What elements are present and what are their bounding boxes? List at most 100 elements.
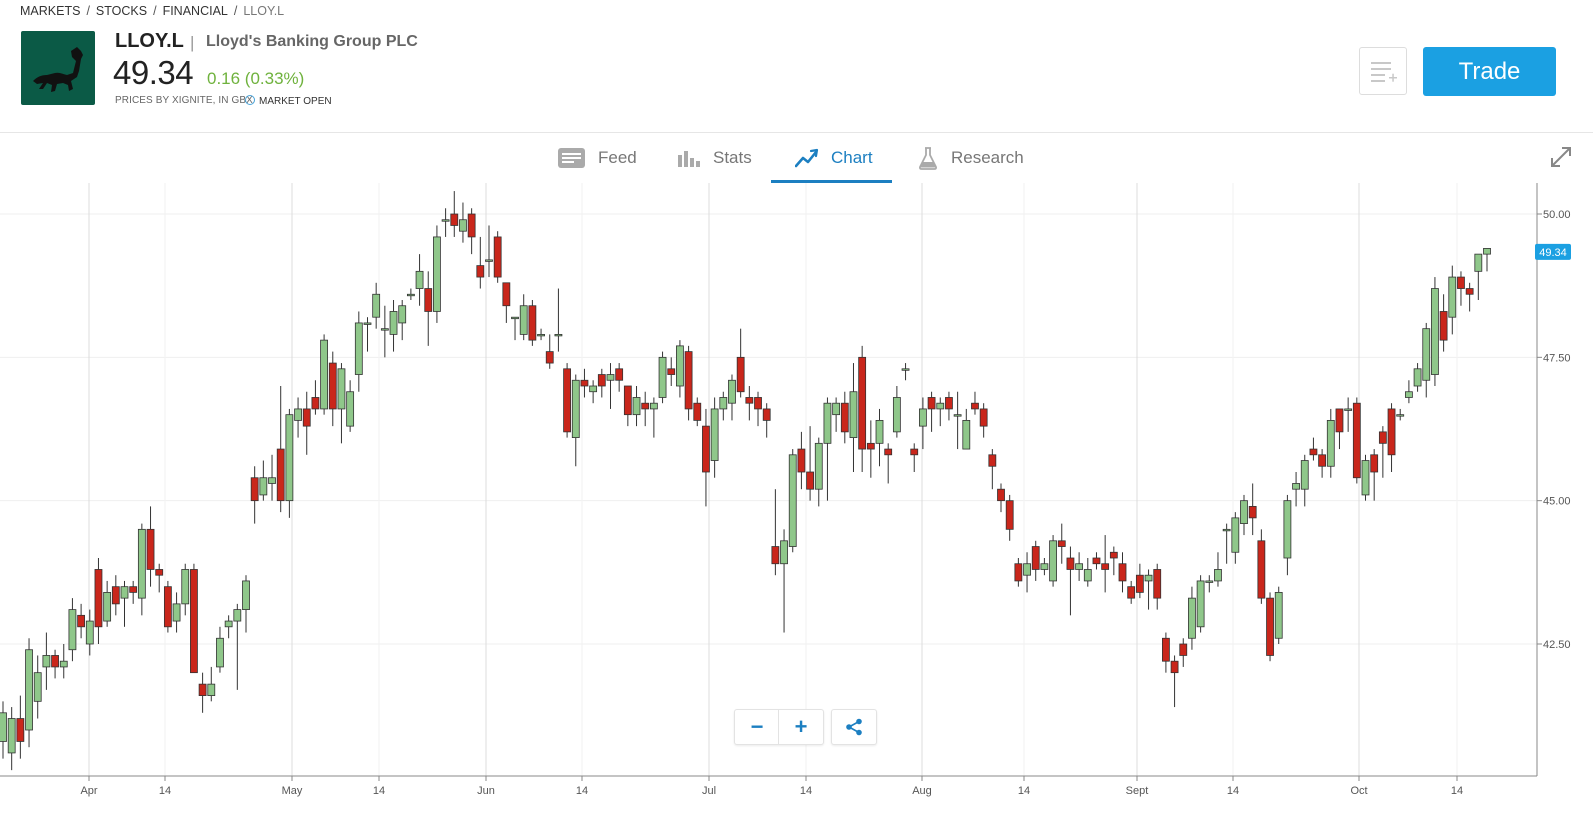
candle-body: [519, 305, 528, 335]
x-tick-label: Oct: [1350, 785, 1367, 797]
breadcrumb-markets[interactable]: MARKETS: [20, 4, 81, 18]
candle-body: [224, 620, 233, 628]
candle-body: [545, 351, 554, 364]
candle-body: [589, 385, 598, 393]
candle-body: [979, 408, 988, 427]
candle-body: [1257, 540, 1266, 599]
fullscreen-button[interactable]: [1549, 145, 1573, 174]
candle-body: [242, 580, 250, 610]
candle-body: [363, 322, 372, 325]
candle-body: [1431, 288, 1439, 375]
candle-body: [354, 322, 363, 375]
candle-body: [1214, 569, 1222, 582]
zoom-out-button[interactable]: −: [735, 710, 779, 744]
candle-body: [606, 374, 615, 381]
candle-body: [398, 305, 407, 324]
candle-body: [1457, 276, 1465, 289]
candle-body: [181, 569, 190, 605]
header-divider: [0, 132, 1593, 133]
breadcrumb-current: LLOY.L: [243, 4, 285, 18]
y-tick-label: 47.50: [1543, 352, 1571, 364]
candle-body: [1387, 408, 1396, 456]
candle-body: [129, 586, 138, 593]
candlestick-chart[interactable]: 50.00 47.50 45.00 42.50 Apr 14 May 14 Jun 14 Jul 14…: [0, 183, 1593, 813]
market-status: MARKET OPEN: [245, 95, 332, 107]
tab-research-label: Research: [951, 148, 1024, 167]
candle-body: [1422, 328, 1431, 381]
candle-body: [667, 368, 676, 375]
candle-body: [658, 356, 667, 398]
candle-body: [1378, 431, 1387, 444]
candle-body: [884, 448, 893, 456]
candle-body: [85, 620, 94, 645]
price-change: 0.16 (0.33%): [207, 69, 305, 88]
breadcrumb-stocks[interactable]: STOCKS: [95, 4, 148, 18]
candle-body: [198, 683, 207, 696]
candle-body: [68, 609, 77, 651]
candle-body: [806, 471, 814, 490]
price-chart[interactable]: 50.00 47.50 45.00 42.50 Apr 14 May 14 Jun 14 Jul 14…: [0, 183, 1593, 813]
candle-body: [346, 391, 355, 427]
candle-body: [337, 368, 346, 410]
add-to-watchlist-button[interactable]: [1359, 47, 1407, 95]
candle-body: [1153, 569, 1162, 599]
candle-body: [77, 614, 86, 628]
candle-body: [476, 265, 485, 278]
candle-body: [736, 356, 745, 393]
zoom-in-button[interactable]: +: [779, 710, 823, 744]
x-tick-label: Sept: [1126, 785, 1149, 797]
candle-body: [1404, 391, 1413, 398]
breadcrumb-financial[interactable]: FINANCIAL: [162, 4, 228, 18]
trade-button[interactable]: Trade: [1423, 47, 1556, 96]
tab-feed[interactable]: Feed: [557, 133, 637, 183]
tab-chart[interactable]: Chart: [795, 133, 873, 183]
minus-icon: −: [750, 714, 764, 739]
instrument-name: Lloyd's Banking Group PLC: [206, 33, 418, 50]
x-tick-label: Apr: [80, 785, 97, 797]
tab-stats[interactable]: Stats: [677, 133, 752, 183]
breadcrumb: MARKETS / STOCKS / FINANCIAL / LLOY.L: [20, 4, 285, 18]
candle-body: [433, 236, 441, 312]
company-logo: [21, 31, 95, 105]
candle-body: [485, 259, 493, 262]
clock-icon: [245, 95, 255, 105]
candle-body: [1101, 563, 1110, 570]
title-separator: |: [190, 33, 195, 52]
candle-body: [910, 448, 919, 456]
candle-body: [554, 333, 563, 337]
candle-body: [1370, 454, 1379, 473]
candle-body: [1448, 276, 1457, 318]
candle-body: [406, 293, 415, 297]
share-icon: [846, 718, 862, 736]
candle-body: [190, 569, 198, 674]
candle-body: [945, 397, 953, 410]
candle-body: [623, 385, 632, 416]
candle-body: [1170, 660, 1179, 674]
candle-body: [1413, 368, 1422, 387]
tab-research[interactable]: Research: [917, 133, 1024, 183]
tab-stats-label: Stats: [713, 148, 752, 167]
candle-body: [172, 603, 181, 622]
candle-body: [971, 402, 979, 410]
candle-body: [1127, 586, 1136, 599]
candle-body: [1109, 551, 1118, 559]
candle-body: [693, 402, 702, 421]
candle-body: [1309, 448, 1318, 456]
research-icon: [918, 147, 938, 170]
candle-body: [320, 339, 328, 410]
candle-body: [389, 311, 398, 335]
share-button[interactable]: [831, 709, 877, 745]
candle-body: [1040, 563, 1049, 570]
candle-body: [1292, 483, 1300, 490]
tab-chart-label: Chart: [831, 148, 873, 167]
candle-body: [328, 362, 337, 410]
candle-body: [953, 414, 962, 417]
candle-body: [163, 586, 172, 628]
x-tick-label: May: [282, 785, 303, 797]
candle-body: [927, 397, 936, 410]
candle-body: [294, 408, 302, 421]
candle-body: [250, 477, 259, 502]
y-tick-label: 45.00: [1543, 496, 1571, 508]
x-tick-label: 14: [576, 785, 588, 797]
candle-body: [0, 712, 7, 742]
